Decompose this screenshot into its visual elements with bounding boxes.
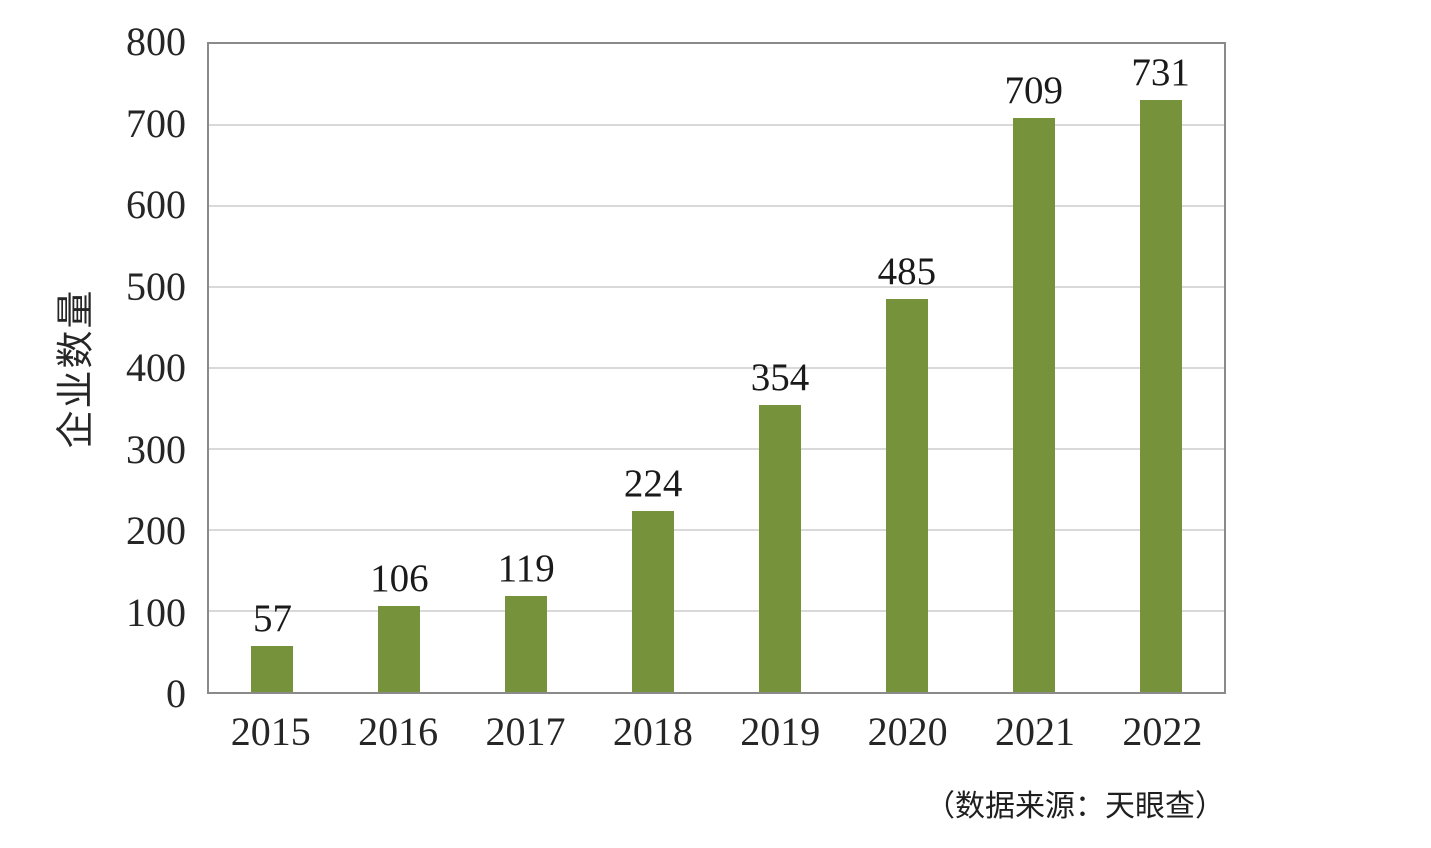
y-tick-label: 800	[126, 19, 186, 64]
x-tick-label-2020: 2020	[867, 709, 948, 754]
bar-value-label: 485	[877, 250, 937, 294]
gridline	[209, 205, 1224, 207]
x-tick-label-2015: 2015	[230, 709, 311, 754]
x-axis-tick-labels: 2015 2016 2017 2018 2019 2020 2021 2022	[207, 712, 1226, 764]
bar-value-label: 709	[1004, 68, 1063, 112]
bar-value-label: 731	[1131, 50, 1190, 94]
plot-area: 57 106 119 224 354 485 709 731	[207, 42, 1226, 694]
gridline	[209, 124, 1224, 126]
gridline	[209, 448, 1224, 450]
bar-2022: 731	[1131, 53, 1190, 692]
bar-2017: 119	[498, 549, 555, 692]
bar-2019: 354	[751, 358, 809, 692]
bar-value-label: 57	[252, 596, 292, 640]
x-tick-label-2022: 2022	[1122, 709, 1203, 754]
x-tick-label-2019: 2019	[740, 709, 821, 754]
bar-value-label: 119	[497, 546, 555, 590]
gridline	[209, 529, 1224, 531]
gridline	[209, 367, 1224, 369]
y-tick-label: 100	[126, 589, 186, 635]
y-axis-tick-labels: 0 100 200 300 400 500 600 700 800	[0, 22, 186, 714]
bar-value-label: 354	[750, 356, 810, 400]
y-tick-label: 500	[126, 263, 186, 309]
x-tick-label-2021: 2021	[994, 709, 1075, 754]
y-tick-label: 700	[126, 100, 186, 146]
bar-value-label: 106	[370, 557, 429, 601]
bar-2018: 224	[624, 464, 682, 692]
y-tick-label: 400	[126, 345, 186, 390]
x-tick-label-2017: 2017	[485, 709, 566, 754]
gridline	[209, 610, 1224, 612]
bar-2015: 57	[251, 599, 294, 692]
x-tick-label-2018: 2018	[612, 709, 693, 754]
bar-2021: 709	[1004, 71, 1063, 692]
bar-value-label: 224	[623, 461, 683, 505]
y-tick-label: 200	[126, 508, 186, 553]
bar-2016: 106	[370, 559, 429, 692]
x-tick-label-2016: 2016	[358, 709, 439, 754]
y-tick-label: 600	[126, 182, 186, 227]
bar-2020: 485	[878, 252, 936, 692]
y-tick-label: 300	[126, 426, 186, 472]
y-tick-label: 0	[166, 671, 186, 716]
gridline	[209, 286, 1224, 288]
source-note: （数据来源：天眼查）	[925, 790, 1225, 823]
